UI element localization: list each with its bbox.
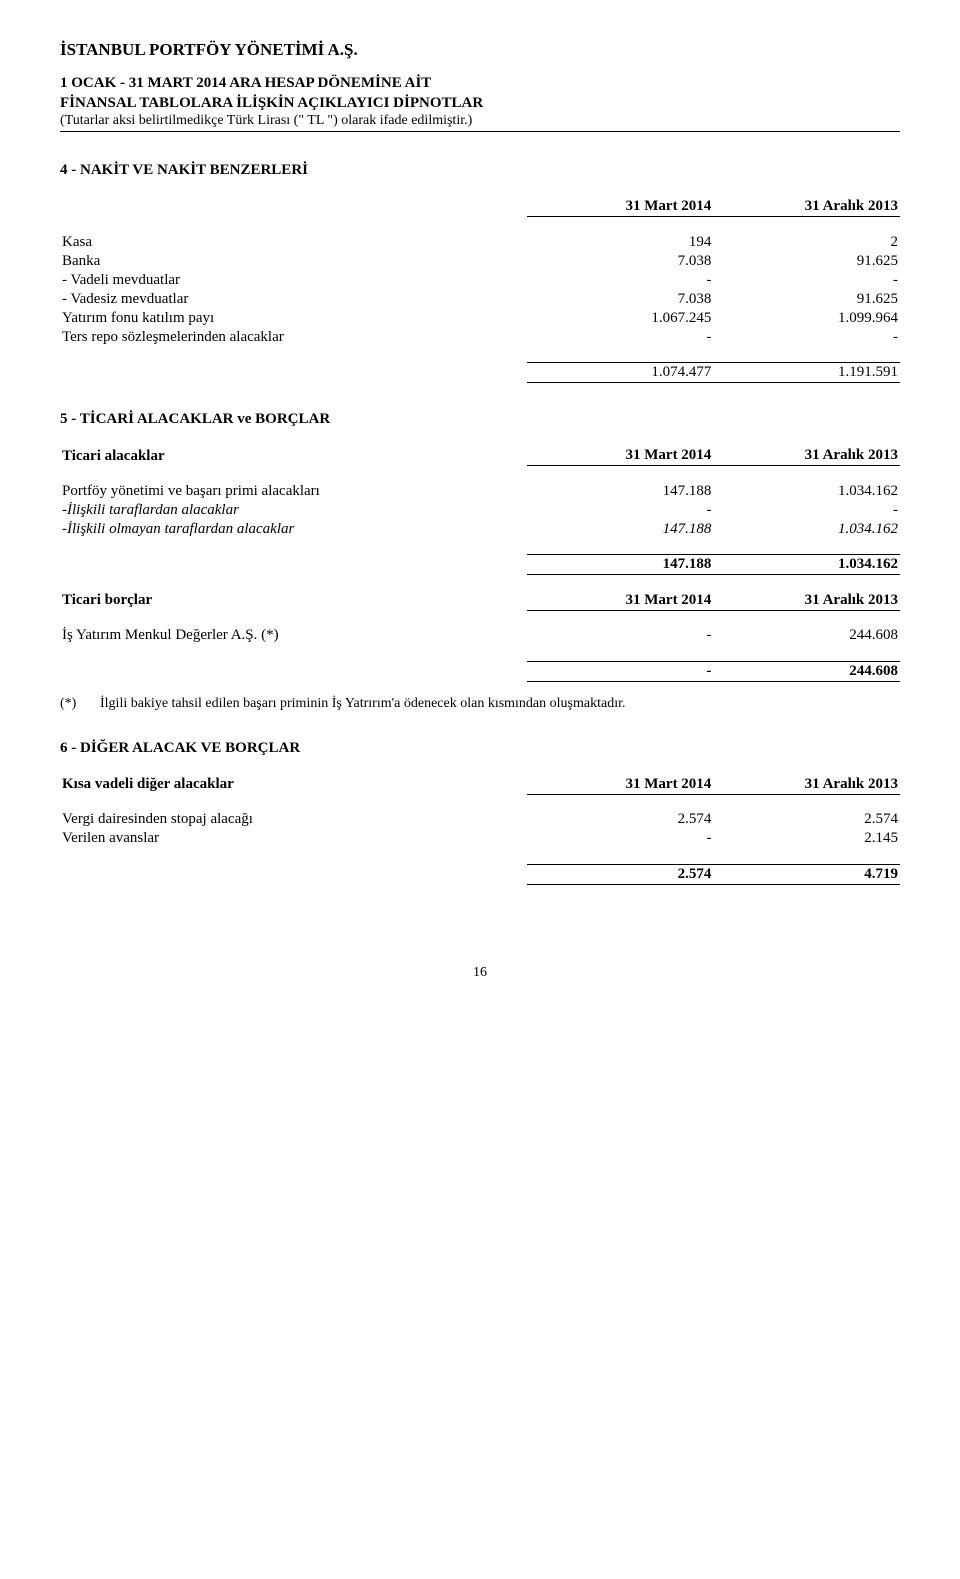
section5-col1: 31 Mart 2014 [527, 446, 714, 466]
section5-borclar-total: - 244.608 [60, 661, 900, 681]
company-name: İSTANBUL PORTFÖY YÖNETİMİ A.Ş. [60, 40, 900, 60]
section6-col2: 31 Aralık 2013 [713, 775, 900, 795]
table-row: Ters repo sözleşmelerinden alacaklar-- [60, 328, 900, 347]
section6-table: Kısa vadeli diğer alacaklar 31 Mart 2014… [60, 775, 900, 885]
page-number: 16 [60, 965, 900, 981]
section5-col2b: 31 Aralık 2013 [713, 591, 900, 611]
section4-table: 31 Mart 2014 31 Aralık 2013 Kasa1942 Ban… [60, 197, 900, 383]
table-row: -İlişkili taraflardan alacaklar-- [60, 501, 900, 520]
ticari-borclar-heading: Ticari borçlar [60, 591, 527, 611]
header-rule [60, 131, 900, 132]
ticari-alacaklar-heading: Ticari alacaklar [60, 446, 527, 466]
report-title-line1: 1 OCAK - 31 MART 2014 ARA HESAP DÖNEMİNE… [60, 74, 900, 94]
section4-total-row: 1.074.477 1.191.591 [60, 363, 900, 383]
footnote-marker: (*) [60, 696, 100, 712]
table-row: Vergi dairesinden stopaj alacağı2.5742.5… [60, 810, 900, 829]
table-row: Yatırım fonu katılım payı1.067.2451.099.… [60, 309, 900, 328]
report-subtitle: (Tutarlar aksi belirtilmedikçe Türk Lira… [60, 113, 900, 129]
section5-alacaklar-table: Ticari alacaklar 31 Mart 2014 31 Aralık … [60, 446, 900, 682]
section5-footnote: (*) İlgili bakiye tahsil edilen başarı p… [60, 696, 900, 712]
section5-title: 5 - TİCARİ ALACAKLAR ve BORÇLAR [60, 411, 900, 428]
section6-title: 6 - DİĞER ALACAK VE BORÇLAR [60, 740, 900, 757]
section4-title: 4 - NAKİT VE NAKİT BENZERLERİ [60, 162, 900, 179]
report-title-line2: FİNANSAL TABLOLARA İLİŞKİN AÇIKLAYICI Dİ… [60, 94, 900, 114]
section5-alacaklar-total: 147.188 1.034.162 [60, 555, 900, 575]
footnote-text: İlgili bakiye tahsil edilen başarı primi… [100, 696, 625, 712]
section6-total: 2.574 4.719 [60, 864, 900, 884]
table-row: -İlişkili olmayan taraflardan alacaklar1… [60, 520, 900, 539]
section5-col2: 31 Aralık 2013 [713, 446, 900, 466]
table-row: - Vadeli mevduatlar-- [60, 271, 900, 290]
section5-col1b: 31 Mart 2014 [527, 591, 714, 611]
table-row: Portföy yönetimi ve başarı primi alacakl… [60, 482, 900, 501]
table-row: Verilen avanslar-2.145 [60, 829, 900, 848]
table-row: Banka7.03891.625 [60, 252, 900, 271]
section4-col1: 31 Mart 2014 [527, 197, 714, 217]
section6-heading: Kısa vadeli diğer alacaklar [60, 775, 527, 795]
section6-col1: 31 Mart 2014 [527, 775, 714, 795]
table-row: İş Yatırım Menkul Değerler A.Ş. (*)-244.… [60, 626, 900, 645]
document-header: İSTANBUL PORTFÖY YÖNETİMİ A.Ş. 1 OCAK - … [60, 40, 900, 132]
section4-col2: 31 Aralık 2013 [713, 197, 900, 217]
table-row: - Vadesiz mevduatlar7.03891.625 [60, 290, 900, 309]
table-row: Kasa1942 [60, 233, 900, 252]
